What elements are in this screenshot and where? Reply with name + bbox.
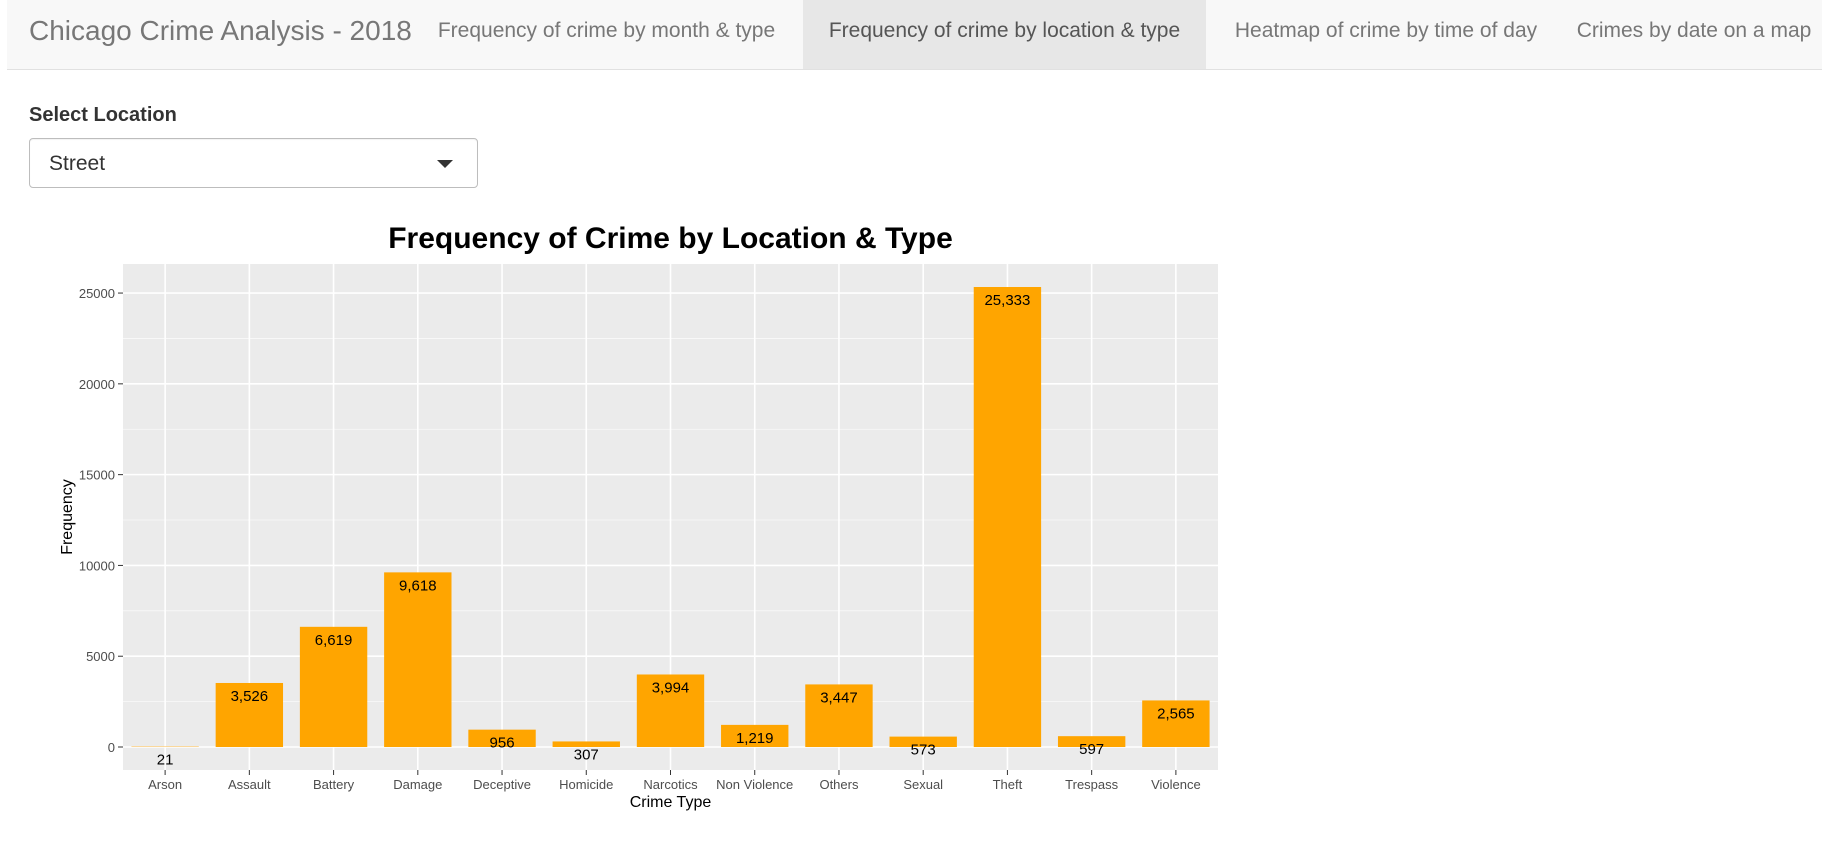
x-tick-label: Theft (993, 777, 1023, 792)
tab-month-type[interactable]: Frequency of crime by month & type (437, 19, 776, 42)
y-tick-label: 5000 (86, 649, 115, 664)
bar-non-violence (721, 724, 789, 748)
location-select[interactable]: Street (29, 138, 478, 188)
caret-down-icon[interactable] (437, 160, 453, 168)
x-tick-label: Damage (393, 777, 442, 792)
bar-chart-svg: 21 3,526 6,619 9,618 956 307 3,994 1,219 3,447 57… (59, 222, 1218, 811)
bar-battery (299, 626, 368, 748)
tab-location-type[interactable]: Frequency of crime by location & type (803, 0, 1206, 69)
data-label: 307 (574, 746, 599, 763)
x-axis-label: Crime Type (630, 794, 712, 811)
bar-violence (1142, 700, 1210, 748)
data-label: 2,565 (1157, 705, 1195, 722)
bar-deceptive (468, 729, 536, 748)
data-label: 9,618 (399, 577, 437, 594)
bar-sexual (889, 736, 957, 748)
y-tick-label: 25000 (79, 286, 115, 301)
data-label: 3,526 (231, 688, 269, 705)
data-label: 1,219 (736, 730, 774, 747)
x-tick-label: Deceptive (473, 777, 531, 792)
data-label: 21 (157, 752, 174, 769)
data-label: 573 (911, 742, 936, 759)
x-tick-label: Battery (313, 777, 355, 792)
x-tick-label: Narcotics (643, 777, 698, 792)
x-tick-label: Assault (228, 777, 271, 792)
x-tick-label: Others (819, 777, 859, 792)
y-tick-label: 15000 (79, 468, 115, 483)
x-tick-label: Non Violence (716, 777, 793, 792)
y-axis-label: Frequency (59, 479, 76, 555)
location-select-label: Select Location (29, 104, 177, 126)
bar-others (805, 684, 873, 748)
data-label: 956 (490, 735, 515, 752)
bar-homicide (552, 741, 620, 748)
x-tick-label: Sexual (903, 777, 943, 792)
location-select-value: Street (49, 152, 106, 175)
y-tick-label: 10000 (79, 558, 115, 573)
x-tick-label: Homicide (559, 777, 613, 792)
data-label: 597 (1079, 741, 1104, 758)
bar-trespass (1057, 736, 1126, 748)
x-tick-label: Violence (1151, 777, 1201, 792)
bar-narcotics (636, 674, 705, 748)
bar-damage (384, 572, 452, 748)
y-tick-label: 20000 (79, 377, 115, 392)
crime-location-chart: 21 3,526 6,619 9,618 956 307 3,994 1,219 3,447 57… (0, 210, 1230, 830)
x-tick-label: Trespass (1065, 777, 1118, 792)
bar-theft (973, 287, 1042, 748)
data-label: 3,447 (820, 689, 858, 706)
data-label: 25,333 (984, 292, 1030, 309)
y-tick-label: 0 (108, 740, 115, 755)
tab-heatmap-time[interactable]: Heatmap of crime by time of day (1234, 19, 1538, 42)
tab-map-date[interactable]: Crimes by date on a map (1576, 19, 1812, 42)
data-label: 6,619 (315, 632, 353, 649)
app-title: Chicago Crime Analysis - 2018 (29, 15, 412, 46)
data-label: 3,994 (652, 679, 690, 696)
bar-assault (215, 682, 284, 748)
x-tick-label: Arson (148, 777, 182, 792)
chart-title: Frequency of Crime by Location & Type (388, 222, 953, 255)
navbar: Chicago Crime Analysis - 2018 Frequency … (7, 0, 1822, 70)
